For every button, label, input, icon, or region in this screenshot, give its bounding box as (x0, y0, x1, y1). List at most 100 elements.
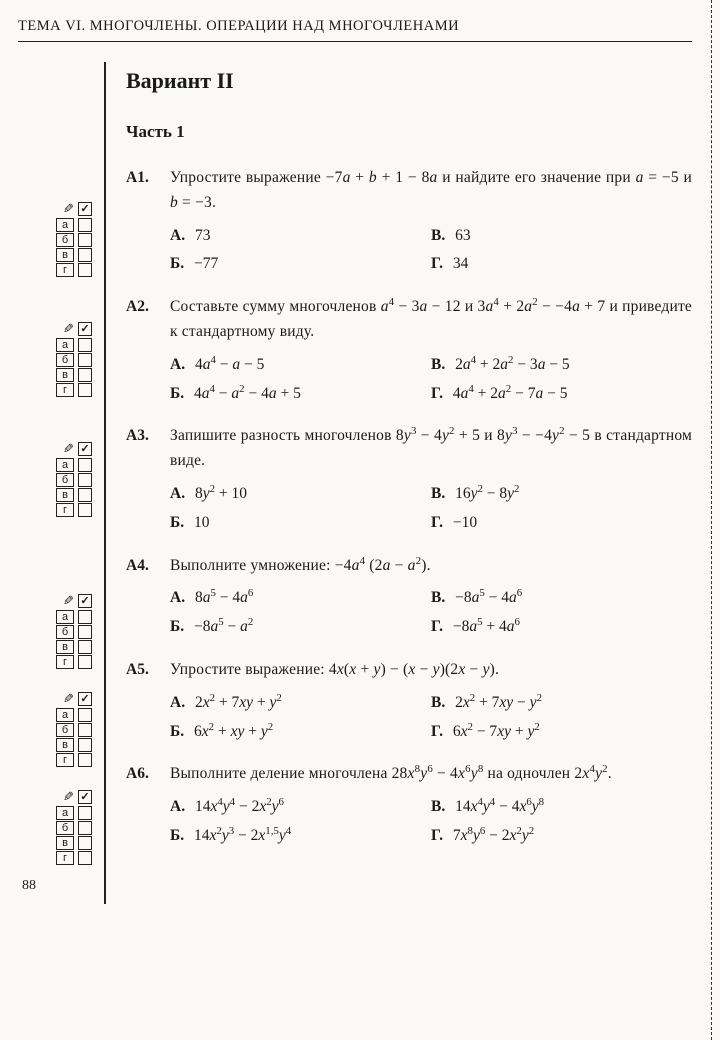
answer-box[interactable] (78, 488, 92, 502)
option: Г. 34 (431, 250, 692, 279)
option: Б. 4a4 − a2 − 4a + 5 (170, 380, 431, 409)
part-title: Часть 1 (126, 122, 692, 142)
question-number: А1. (126, 166, 170, 279)
question-number: А5. (126, 658, 170, 746)
chapter-header: ТЕМА VI. МНОГОЧЛЕНЫ. ОПЕРАЦИИ НАД МНОГОЧ… (18, 18, 692, 42)
option: Г. 4a4 + 2a2 − 7a − 5 (431, 380, 692, 409)
page-dashed-edge (711, 0, 712, 1040)
option: Г. 6x2 − 7xy + y2 (431, 718, 692, 747)
answer-box[interactable] (78, 233, 92, 247)
answer-letter: а (56, 218, 74, 232)
option: А. 2x2 + 7xy + y2 (170, 689, 431, 718)
option-text: 8y2 + 10 (195, 485, 247, 502)
answer-letter: в (56, 248, 74, 262)
option-text: 2a4 + 2a2 − 3a − 5 (455, 356, 570, 373)
answer-box[interactable] (78, 821, 92, 835)
option-letter: А. (170, 356, 185, 373)
check-icon (78, 442, 92, 456)
question: А6.Выполните деление многочлена 28x8y6 −… (126, 762, 692, 850)
option-letter: А. (170, 589, 185, 606)
option-letter: Б. (170, 385, 184, 402)
answer-box[interactable] (78, 610, 92, 624)
answer-box[interactable] (78, 248, 92, 262)
option-letter: А. (170, 485, 185, 502)
option-letter: Б. (170, 618, 184, 635)
answer-letter: в (56, 640, 74, 654)
option-text: 34 (453, 255, 469, 272)
question-text: Упростите выражение: 4x(x + y) − (x − y)… (170, 658, 692, 683)
answer-letter: б (56, 353, 74, 367)
option-letter: Б. (170, 255, 184, 272)
option-text: 6x2 − 7xy + y2 (453, 723, 540, 740)
answer-box[interactable] (78, 708, 92, 722)
option: А. 8a5 − 4a6 (170, 584, 431, 613)
question: А1.Упростите выражение −7a + b + 1 − 8a … (126, 166, 692, 279)
answer-box[interactable] (78, 263, 92, 277)
answer-box[interactable] (78, 338, 92, 352)
answer-grid: ✎абвг (18, 790, 94, 892)
option-text: 6x2 + xy + y2 (194, 723, 273, 740)
option: В. −8a5 − 4a6 (431, 584, 692, 613)
option-text: 2x2 + 7xy − y2 (455, 694, 542, 711)
answer-box[interactable] (78, 655, 92, 669)
answer-box[interactable] (78, 368, 92, 382)
answer-box[interactable] (78, 836, 92, 850)
answer-box[interactable] (78, 851, 92, 865)
option: Б. 10 (170, 509, 431, 538)
answer-box[interactable] (78, 218, 92, 232)
answer-letter: г (56, 383, 74, 397)
question-text: Составьте сумму многочленов a4 − 3a − 12… (170, 295, 692, 345)
answer-letter: а (56, 806, 74, 820)
answer-letter: б (56, 625, 74, 639)
option: Г. −10 (431, 509, 692, 538)
option-letter: В. (431, 798, 445, 815)
option-letter: Б. (170, 723, 184, 740)
options: А. 8a5 − 4a6В. −8a5 − 4a6Б. −8a5 − a2Г. … (170, 584, 692, 642)
option: Б. 14x2y3 − 2x1,5y4 (170, 822, 431, 851)
option: А. 8y2 + 10 (170, 480, 431, 509)
answer-box[interactable] (78, 723, 92, 737)
answer-box[interactable] (78, 458, 92, 472)
option-text: 14x2y3 − 2x1,5y4 (194, 827, 291, 844)
option-text: 14x4y4 − 4x6y8 (455, 798, 544, 815)
question-number: А3. (126, 424, 170, 537)
option: В. 63 (431, 222, 692, 251)
check-icon (78, 790, 92, 804)
option-letter: В. (431, 589, 445, 606)
option-letter: Г. (431, 618, 443, 635)
answer-box[interactable] (78, 738, 92, 752)
check-icon (78, 202, 92, 216)
answer-box[interactable] (78, 806, 92, 820)
answer-letter: а (56, 458, 74, 472)
option-text: 10 (194, 514, 210, 531)
answer-box[interactable] (78, 353, 92, 367)
check-icon (78, 692, 92, 706)
option: А. 4a4 − a − 5 (170, 351, 431, 380)
options: А. 14x4y4 − 2x2y6В. 14x4y4 − 4x6y8Б. 14x… (170, 793, 692, 851)
option-letter: В. (431, 485, 445, 502)
option: Г. −8a5 + 4a6 (431, 613, 692, 642)
option-text: 14x4y4 − 2x2y6 (195, 798, 284, 815)
answer-letter: г (56, 263, 74, 277)
answer-box[interactable] (78, 625, 92, 639)
pencil-icon: ✎ (63, 322, 74, 336)
option: В. 2a4 + 2a2 − 3a − 5 (431, 351, 692, 380)
options: А. 4a4 − a − 5В. 2a4 + 2a2 − 3a − 5Б. 4a… (170, 351, 692, 409)
answer-box[interactable] (78, 383, 92, 397)
question-number: А6. (126, 762, 170, 850)
option-letter: Б. (170, 827, 184, 844)
answer-grid: ✎абвг (18, 442, 94, 582)
option-letter: В. (431, 356, 445, 373)
check-icon (78, 322, 92, 336)
page-number: 88 (22, 878, 36, 894)
option-letter: Г. (431, 827, 443, 844)
option-letter: А. (170, 227, 185, 244)
answer-box[interactable] (78, 503, 92, 517)
option: Г. 7x8y6 − 2x2y2 (431, 822, 692, 851)
answer-box[interactable] (78, 473, 92, 487)
question-text: Выполните умножение: −4a4 (2a − a2). (170, 554, 692, 579)
answer-box[interactable] (78, 753, 92, 767)
option-text: −8a5 + 4a6 (453, 618, 520, 635)
option-letter: А. (170, 694, 185, 711)
answer-box[interactable] (78, 640, 92, 654)
